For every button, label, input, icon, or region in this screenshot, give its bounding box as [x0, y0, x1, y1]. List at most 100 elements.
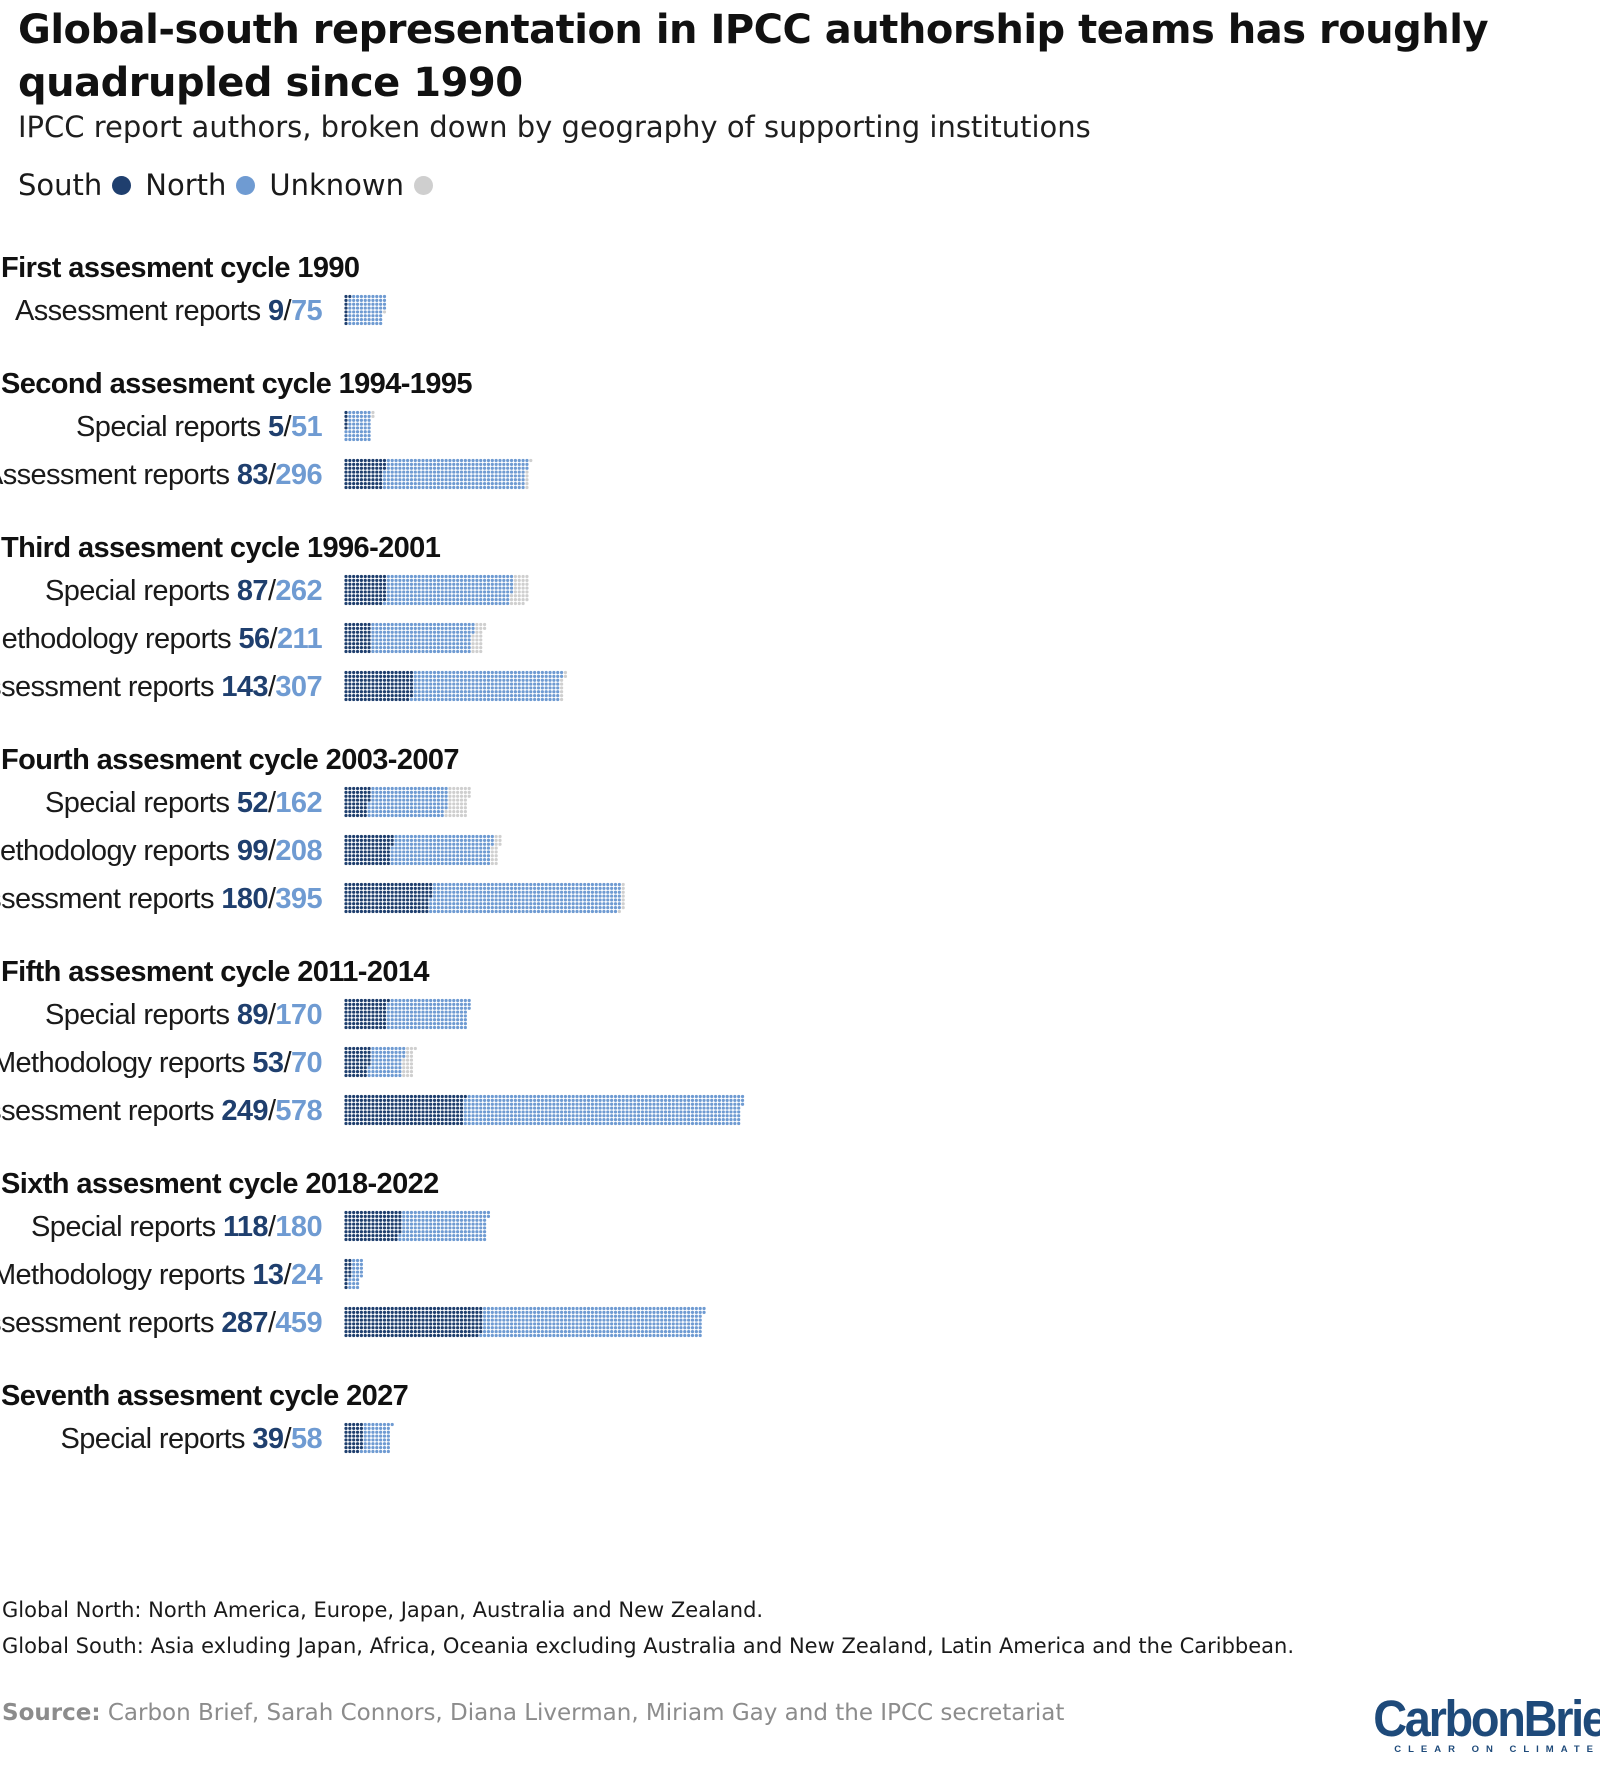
dot-north [375, 1070, 379, 1074]
dot-south [406, 1102, 410, 1106]
dot-north [386, 578, 390, 582]
dot-north [432, 1234, 437, 1238]
dot-north [687, 1121, 691, 1126]
dot-north [429, 1226, 433, 1230]
dot-north [406, 594, 410, 598]
dot-south [382, 1114, 387, 1118]
dot-north [552, 1102, 556, 1106]
dot-south [348, 861, 352, 866]
dot-north [440, 1218, 444, 1222]
dot-south [479, 1322, 483, 1326]
dot-north [486, 482, 491, 486]
dot-north [479, 1106, 483, 1110]
dot-north [452, 842, 456, 846]
dot-north [448, 854, 452, 858]
dot-south [406, 1318, 410, 1322]
dot-north [521, 886, 525, 890]
report-row: Assessment reports 143/307 [0, 670, 568, 703]
dot-north [406, 582, 410, 586]
dot-south [382, 842, 387, 846]
dot-unknown [479, 622, 483, 627]
dot-north [486, 890, 491, 894]
dot-north [413, 474, 417, 478]
dot-south [398, 1322, 402, 1326]
dot-south [355, 846, 360, 850]
dot-north [394, 1002, 398, 1006]
dot-south [344, 1014, 348, 1018]
dot-south [359, 798, 363, 802]
dot-north [486, 1318, 491, 1322]
dot-north [421, 458, 425, 463]
dot-south [348, 798, 352, 802]
dot-north [498, 594, 502, 598]
dot-north [594, 1118, 598, 1122]
dot-south [359, 646, 363, 650]
dot-south [371, 886, 375, 890]
dot-north [479, 1102, 483, 1106]
dot-north [463, 894, 467, 898]
dot-north [417, 646, 421, 650]
dot-north [402, 601, 406, 606]
dot-unknown [479, 642, 483, 646]
dot-north [667, 1118, 672, 1122]
dot-north [421, 1210, 425, 1215]
dot-north [506, 1114, 510, 1118]
dot-south [363, 578, 367, 582]
dot-north [425, 798, 429, 802]
dot-south [394, 1237, 398, 1242]
dot-north [382, 798, 387, 802]
dot-north [425, 850, 429, 854]
dot-north [409, 1002, 414, 1006]
dot-north [509, 462, 514, 466]
dot-north [359, 430, 363, 434]
dot-north [613, 1094, 618, 1099]
dot-north [467, 590, 471, 594]
dot-south [379, 1318, 383, 1322]
dot-south [367, 861, 371, 866]
dot-north [459, 898, 464, 902]
dot-north [436, 850, 440, 854]
dot-north [402, 1222, 406, 1226]
dot-north [409, 642, 414, 646]
dot-north [552, 886, 556, 890]
dot-south [348, 1114, 352, 1118]
dot-south [359, 1326, 363, 1330]
dot-north [698, 1106, 702, 1110]
dot-south [344, 842, 348, 846]
dot-south [371, 485, 375, 490]
dot-north [444, 478, 448, 482]
dot-north [367, 318, 371, 322]
dot-north [498, 1322, 502, 1326]
dot-north [452, 1222, 456, 1226]
dot-south [344, 485, 348, 490]
dot-south [371, 1018, 375, 1022]
dot-north [521, 682, 525, 686]
dot-south [394, 682, 398, 686]
row-label: Special reports 52/162 [45, 787, 322, 819]
dot-south [429, 1314, 433, 1318]
dot-north [548, 674, 552, 678]
dot-north [544, 1121, 548, 1126]
dot-north [394, 1010, 398, 1014]
dot-north [425, 1014, 429, 1018]
dot-north [471, 590, 475, 594]
dot-north [513, 670, 518, 675]
dot-north [444, 909, 448, 914]
dot-north [560, 1306, 564, 1311]
dot-north [490, 474, 494, 478]
dot-north [425, 470, 429, 474]
dot-north [413, 601, 417, 606]
dot-south [390, 898, 394, 902]
dot-north [521, 1094, 525, 1099]
dot-north [421, 1014, 425, 1018]
dot-north [444, 1025, 448, 1030]
dot-north [475, 1237, 479, 1242]
dot-north [398, 458, 402, 463]
dot-north [429, 1234, 433, 1238]
dot-north [560, 1310, 564, 1314]
dot-south [409, 1098, 414, 1102]
dot-north [436, 601, 440, 606]
dot-unknown [494, 858, 498, 862]
dot-south [402, 1314, 406, 1318]
dot-unknown [479, 630, 483, 634]
